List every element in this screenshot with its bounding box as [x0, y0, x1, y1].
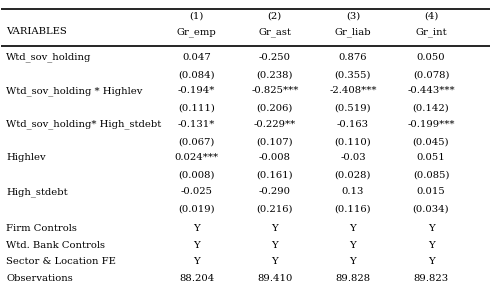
Text: (0.519): (0.519): [334, 104, 371, 113]
Text: -0.163: -0.163: [337, 120, 369, 129]
Text: Gr_int: Gr_int: [415, 27, 447, 37]
Text: (0.045): (0.045): [413, 137, 449, 146]
Text: Y: Y: [428, 241, 435, 250]
Text: Y: Y: [193, 224, 200, 233]
Text: (4): (4): [424, 11, 438, 20]
Text: -0.290: -0.290: [259, 187, 291, 196]
Text: 0.024***: 0.024***: [175, 153, 218, 162]
Text: Y: Y: [193, 257, 200, 266]
Text: (0.085): (0.085): [413, 171, 449, 180]
Text: (0.355): (0.355): [335, 70, 371, 79]
Text: (0.034): (0.034): [413, 205, 449, 214]
Text: Y: Y: [350, 224, 356, 233]
Text: (0.216): (0.216): [256, 205, 293, 214]
Text: -0.131*: -0.131*: [178, 120, 216, 129]
Text: 89,410: 89,410: [257, 274, 293, 281]
Text: (0.028): (0.028): [335, 171, 371, 180]
Text: -0.025: -0.025: [181, 187, 213, 196]
Text: Highlev: Highlev: [6, 153, 46, 162]
Text: (2): (2): [268, 11, 282, 20]
Text: Y: Y: [350, 257, 356, 266]
Text: Sector & Location FE: Sector & Location FE: [6, 257, 116, 266]
Text: Y: Y: [193, 241, 200, 250]
Text: Y: Y: [272, 257, 278, 266]
Text: 89,828: 89,828: [335, 274, 371, 281]
Text: (0.084): (0.084): [178, 70, 215, 79]
Text: Wtd_sov_holding* High_stdebt: Wtd_sov_holding* High_stdebt: [6, 120, 162, 130]
Text: (0.078): (0.078): [413, 70, 449, 79]
Text: Gr_emp: Gr_emp: [177, 27, 217, 37]
Text: 0.13: 0.13: [342, 187, 364, 196]
Text: 0.876: 0.876: [339, 53, 367, 62]
Text: Wtd_sov_holding: Wtd_sov_holding: [6, 53, 92, 62]
Text: (0.110): (0.110): [334, 137, 371, 146]
Text: 88,204: 88,204: [179, 274, 214, 281]
Text: (0.067): (0.067): [179, 137, 215, 146]
Text: -0.194*: -0.194*: [178, 86, 216, 95]
Text: (0.107): (0.107): [256, 137, 293, 146]
Text: -0.825***: -0.825***: [251, 86, 299, 95]
Text: 0.050: 0.050: [417, 53, 445, 62]
Text: Y: Y: [272, 241, 278, 250]
Text: -0.250: -0.250: [259, 53, 291, 62]
Text: (0.008): (0.008): [178, 171, 215, 180]
Text: Wtd. Bank Controls: Wtd. Bank Controls: [6, 241, 105, 250]
Text: Gr_ast: Gr_ast: [258, 27, 291, 37]
Text: Y: Y: [272, 224, 278, 233]
Text: (0.116): (0.116): [334, 205, 371, 214]
Text: 0.015: 0.015: [417, 187, 445, 196]
Text: (1): (1): [190, 11, 204, 20]
Text: -0.443***: -0.443***: [407, 86, 455, 95]
Text: High_stdebt: High_stdebt: [6, 187, 68, 197]
Text: (0.206): (0.206): [257, 104, 293, 113]
Text: (3): (3): [346, 11, 360, 20]
Text: (0.238): (0.238): [256, 70, 293, 79]
Text: Gr_liab: Gr_liab: [334, 27, 371, 37]
Text: Wtd_sov_holding * Highlev: Wtd_sov_holding * Highlev: [6, 86, 143, 96]
Text: Observations: Observations: [6, 274, 73, 281]
Text: 0.051: 0.051: [417, 153, 445, 162]
Text: (0.019): (0.019): [178, 205, 215, 214]
Text: Y: Y: [428, 224, 435, 233]
Text: -0.229**: -0.229**: [254, 120, 296, 129]
Text: 0.047: 0.047: [182, 53, 211, 62]
Text: -0.03: -0.03: [340, 153, 366, 162]
Text: (0.142): (0.142): [412, 104, 449, 113]
Text: (0.161): (0.161): [256, 171, 293, 180]
Text: Y: Y: [428, 257, 435, 266]
Text: VARIABLES: VARIABLES: [6, 27, 67, 36]
Text: -2.408***: -2.408***: [329, 86, 377, 95]
Text: Y: Y: [350, 241, 356, 250]
Text: 89,823: 89,823: [413, 274, 449, 281]
Text: -0.008: -0.008: [259, 153, 291, 162]
Text: Firm Controls: Firm Controls: [6, 224, 77, 233]
Text: (0.111): (0.111): [178, 104, 215, 113]
Text: -0.199***: -0.199***: [407, 120, 455, 129]
